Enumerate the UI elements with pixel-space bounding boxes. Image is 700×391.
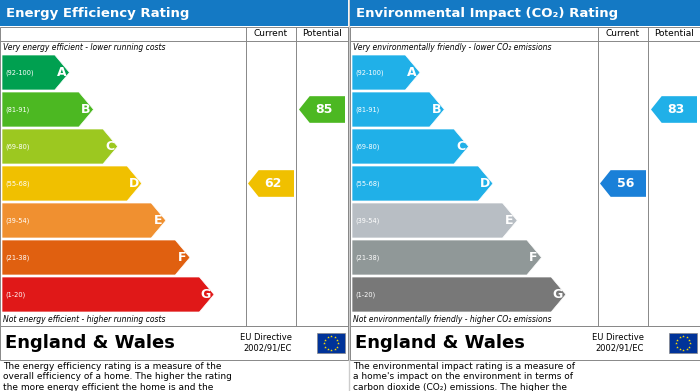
Text: (92-100): (92-100) (5, 69, 34, 76)
Text: G: G (552, 288, 563, 301)
Polygon shape (352, 277, 566, 312)
Text: (92-100): (92-100) (355, 69, 384, 76)
Bar (0, 326, 348, 360)
Text: Not environmentally friendly - higher CO₂ emissions: Not environmentally friendly - higher CO… (353, 314, 552, 323)
Polygon shape (352, 55, 420, 90)
Polygon shape (299, 96, 345, 123)
Text: (1-20): (1-20) (355, 291, 375, 298)
Text: 85: 85 (316, 103, 333, 116)
Text: EU Directive
2002/91/EC: EU Directive 2002/91/EC (592, 333, 644, 353)
Text: (55-68): (55-68) (355, 180, 379, 187)
Text: Energy Efficiency Rating: Energy Efficiency Rating (6, 7, 190, 20)
Polygon shape (2, 203, 166, 238)
Text: E: E (505, 214, 513, 227)
Polygon shape (600, 170, 646, 197)
Text: The environmental impact rating is a measure of
a home's impact on the environme: The environmental impact rating is a mea… (353, 362, 576, 391)
Text: 56: 56 (617, 177, 634, 190)
Text: Current: Current (606, 29, 640, 38)
Text: (55-68): (55-68) (5, 180, 29, 187)
Polygon shape (352, 240, 542, 275)
Text: (39-54): (39-54) (355, 217, 379, 224)
Text: C: C (456, 140, 465, 153)
Text: D: D (480, 177, 490, 190)
Text: Very environmentally friendly - lower CO₂ emissions: Very environmentally friendly - lower CO… (353, 43, 552, 52)
Text: Environmental Impact (CO₂) Rating: Environmental Impact (CO₂) Rating (356, 7, 618, 20)
Polygon shape (352, 203, 517, 238)
Bar (350, 0, 700, 26)
Text: England & Wales: England & Wales (355, 334, 525, 352)
Text: Potential: Potential (302, 29, 342, 38)
Text: 62: 62 (265, 177, 282, 190)
Text: (1-20): (1-20) (5, 291, 25, 298)
Polygon shape (2, 129, 118, 164)
Text: (81-91): (81-91) (5, 106, 29, 113)
Bar (350, 326, 700, 360)
Text: (21-38): (21-38) (355, 254, 379, 261)
Polygon shape (248, 170, 294, 197)
Text: Current: Current (254, 29, 288, 38)
Polygon shape (2, 55, 69, 90)
Text: B: B (80, 103, 90, 116)
Bar (350, 27, 700, 326)
Text: (81-91): (81-91) (355, 106, 379, 113)
Text: The energy efficiency rating is a measure of the
overall efficiency of a home. T: The energy efficiency rating is a measur… (3, 362, 232, 391)
Bar (0, 27, 348, 326)
Text: Very energy efficient - lower running costs: Very energy efficient - lower running co… (3, 43, 165, 52)
Polygon shape (352, 92, 444, 127)
Bar (0, 0, 348, 26)
Polygon shape (2, 166, 142, 201)
Text: (21-38): (21-38) (5, 254, 29, 261)
Bar (317, 333, 345, 353)
Text: Not energy efficient - higher running costs: Not energy efficient - higher running co… (3, 314, 165, 323)
Text: England & Wales: England & Wales (5, 334, 175, 352)
Text: A: A (407, 66, 416, 79)
Bar (669, 333, 697, 353)
Text: F: F (178, 251, 186, 264)
Text: EU Directive
2002/91/EC: EU Directive 2002/91/EC (240, 333, 292, 353)
Text: B: B (431, 103, 441, 116)
Text: A: A (57, 66, 66, 79)
Text: (39-54): (39-54) (5, 217, 29, 224)
Text: (69-80): (69-80) (5, 143, 29, 150)
Polygon shape (352, 166, 493, 201)
Polygon shape (2, 240, 190, 275)
Text: 83: 83 (668, 103, 685, 116)
Text: E: E (153, 214, 162, 227)
Text: (69-80): (69-80) (355, 143, 379, 150)
Polygon shape (352, 129, 468, 164)
Polygon shape (651, 96, 697, 123)
Polygon shape (2, 92, 94, 127)
Polygon shape (2, 277, 214, 312)
Text: D: D (129, 177, 139, 190)
Text: C: C (105, 140, 114, 153)
Text: F: F (529, 251, 538, 264)
Text: Potential: Potential (654, 29, 694, 38)
Text: G: G (201, 288, 211, 301)
